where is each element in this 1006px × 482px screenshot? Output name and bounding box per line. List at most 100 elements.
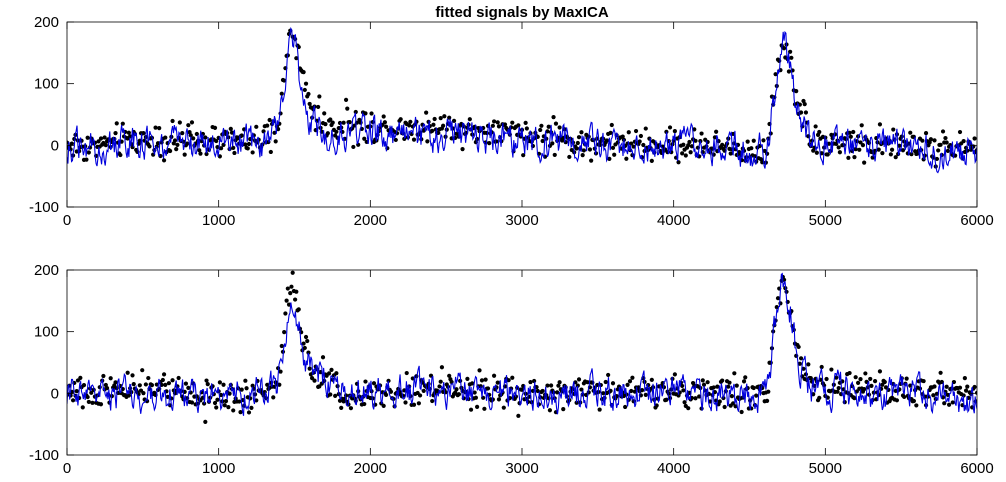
observed-point — [965, 384, 970, 389]
observed-point — [362, 401, 367, 407]
x-tick-label: 2000 — [354, 212, 387, 229]
observed-point — [460, 147, 465, 152]
observed-point — [102, 135, 107, 140]
observed-point — [624, 156, 629, 161]
observed-point — [938, 142, 943, 147]
observed-point — [185, 141, 190, 146]
observed-point — [113, 131, 118, 136]
observed-point — [239, 387, 244, 392]
observed-point — [909, 152, 914, 157]
observed-point — [737, 149, 742, 155]
observed-point — [496, 124, 502, 129]
x-tick-label: 3000 — [505, 460, 538, 477]
observed-point — [741, 379, 747, 384]
observed-point — [243, 142, 248, 147]
observed-point — [424, 110, 429, 115]
observed-point — [557, 380, 562, 385]
observed-point — [597, 142, 602, 148]
observed-point — [277, 382, 282, 387]
observed-point — [159, 382, 164, 387]
observed-point — [682, 400, 687, 405]
observed-point — [177, 120, 182, 125]
observed-point — [553, 121, 559, 126]
observed-point — [491, 119, 497, 124]
observed-point — [649, 377, 654, 382]
observed-point — [664, 397, 669, 402]
observed-point — [491, 373, 497, 378]
observed-point — [217, 380, 222, 385]
observed-point — [284, 298, 289, 303]
observed-point — [946, 402, 952, 407]
observed-point — [580, 153, 585, 158]
observed-point — [302, 345, 307, 351]
observed-point — [697, 394, 702, 399]
observed-point — [404, 370, 409, 376]
observed-point — [334, 371, 339, 376]
observed-point — [146, 375, 151, 381]
observed-point — [672, 128, 677, 134]
observed-point — [305, 338, 310, 344]
observed-point — [957, 385, 963, 390]
observed-point — [384, 124, 389, 129]
observed-point — [649, 158, 654, 163]
observed-point — [739, 409, 744, 415]
observed-point — [182, 152, 187, 157]
observed-point — [581, 148, 586, 153]
observed-point — [218, 392, 224, 398]
observed-point — [902, 394, 907, 400]
observed-point — [246, 141, 252, 147]
observed-point — [438, 379, 443, 384]
observed-point — [78, 375, 83, 380]
observed-point — [814, 150, 819, 155]
observed-point — [590, 380, 595, 385]
observed-point — [932, 138, 937, 143]
observed-point — [720, 378, 725, 383]
observed-point — [98, 136, 104, 141]
observed-point — [734, 383, 739, 388]
observed-point — [576, 135, 582, 140]
observed-point — [388, 389, 394, 394]
observed-point — [333, 393, 338, 398]
observed-point — [149, 383, 155, 388]
observed-point — [798, 356, 804, 361]
observed-point — [218, 146, 224, 151]
observed-point — [610, 145, 616, 150]
observed-point — [141, 391, 146, 396]
observed-point — [226, 405, 231, 410]
observed-point — [700, 378, 705, 383]
observed-point — [223, 399, 229, 404]
observed-point — [113, 380, 118, 385]
observed-point — [301, 70, 306, 75]
observed-point — [243, 378, 248, 383]
observed-point — [70, 398, 76, 403]
fitted-line — [67, 272, 977, 416]
observed-point — [482, 406, 487, 411]
observed-point — [711, 385, 716, 390]
observed-point — [282, 78, 287, 83]
observed-point — [103, 143, 108, 148]
observed-point — [751, 385, 756, 391]
observed-point — [626, 130, 631, 135]
observed-point — [487, 141, 492, 146]
observed-point — [797, 361, 802, 366]
observed-point — [204, 378, 209, 383]
observed-point — [775, 296, 781, 301]
observed-point — [268, 149, 273, 155]
observed-point — [846, 155, 851, 160]
observed-point — [157, 126, 162, 131]
observed-point — [743, 375, 748, 380]
figure-title: fitted signals by MaxICA — [435, 4, 609, 21]
observed-point — [197, 148, 202, 153]
observed-point — [80, 405, 85, 410]
observed-point — [141, 131, 146, 136]
observed-point — [794, 89, 799, 94]
observed-point — [829, 367, 834, 372]
observed-point — [773, 72, 778, 77]
observed-point — [302, 87, 307, 93]
observed-point — [437, 384, 442, 389]
observed-point — [351, 144, 356, 150]
observed-point — [699, 131, 704, 136]
observed-point — [495, 380, 500, 385]
x-tick-label: 4000 — [657, 212, 690, 229]
observed-point — [301, 341, 306, 346]
